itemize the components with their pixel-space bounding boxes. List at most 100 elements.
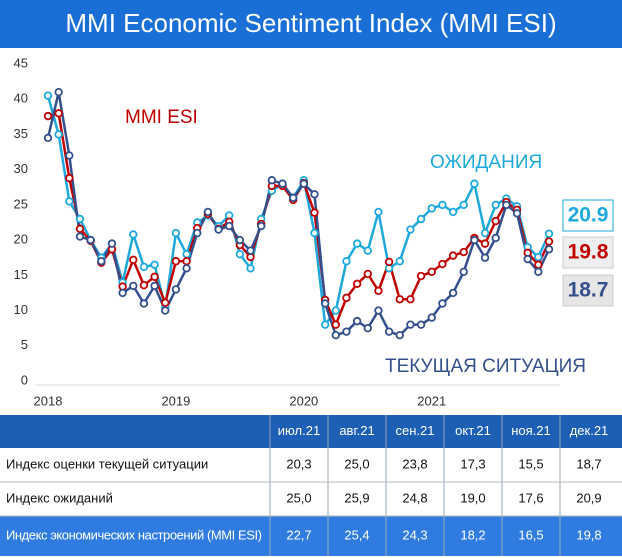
table-cell: 20,9 xyxy=(576,490,601,505)
point xyxy=(491,233,500,243)
point xyxy=(427,313,436,322)
point xyxy=(43,91,53,100)
table-cell: 25,0 xyxy=(286,490,311,505)
point xyxy=(342,257,351,266)
point xyxy=(54,130,63,139)
point xyxy=(342,293,351,303)
point xyxy=(363,246,372,255)
point xyxy=(406,225,415,234)
point xyxy=(512,209,522,218)
point xyxy=(470,179,479,188)
point xyxy=(310,190,319,199)
point xyxy=(438,200,447,210)
point xyxy=(342,327,351,336)
point xyxy=(150,272,159,281)
point xyxy=(54,109,63,118)
table-row-label: Индекс оценки текущей ситуации xyxy=(6,456,208,471)
point xyxy=(438,299,447,308)
point xyxy=(129,230,138,239)
point xyxy=(534,260,543,269)
point xyxy=(395,331,404,340)
title-bar xyxy=(0,0,622,48)
point xyxy=(374,207,383,217)
end-label: 20.9 xyxy=(568,204,609,227)
point xyxy=(416,214,426,224)
end-label: 18.7 xyxy=(568,279,609,302)
point xyxy=(459,247,468,257)
table-cell: 23,8 xyxy=(402,456,427,471)
table-cell: 18,2 xyxy=(460,527,485,542)
point xyxy=(544,245,554,254)
table-header-bg xyxy=(0,415,622,448)
y-tick-label: 0 xyxy=(21,372,28,387)
point xyxy=(246,246,255,255)
point xyxy=(310,208,319,217)
point xyxy=(427,267,436,277)
end-label-box xyxy=(562,236,614,269)
point xyxy=(54,87,63,97)
x-tick-label: 2018 xyxy=(34,393,63,408)
point xyxy=(235,235,245,245)
point xyxy=(480,253,490,262)
point xyxy=(331,306,341,315)
point xyxy=(448,251,458,260)
point xyxy=(97,257,106,266)
point xyxy=(235,249,245,259)
point xyxy=(395,257,404,266)
table-cell: 25,9 xyxy=(344,490,369,505)
chart-title: MMI Economic Sentiment Index (MMI ESI) xyxy=(65,8,556,38)
point xyxy=(448,207,458,217)
point xyxy=(267,176,277,185)
x-tick-label: 2020 xyxy=(289,393,318,408)
series-label: ОЖИДАНИЯ xyxy=(430,152,542,173)
point xyxy=(225,221,234,231)
point xyxy=(75,214,85,224)
y-tick-label: 25 xyxy=(14,196,28,211)
point xyxy=(374,286,383,296)
point xyxy=(43,133,53,143)
point xyxy=(395,295,404,304)
point xyxy=(139,299,149,308)
point xyxy=(246,264,255,273)
table-column-header: авг.21 xyxy=(339,423,374,438)
point xyxy=(86,235,95,245)
point xyxy=(491,216,500,226)
point xyxy=(139,262,149,272)
point xyxy=(193,228,202,238)
x-tick-label: 2019 xyxy=(161,393,190,408)
table-cell: 25,0 xyxy=(344,456,369,471)
point xyxy=(43,111,53,121)
point xyxy=(129,281,138,291)
point xyxy=(384,327,394,336)
table-column-header: окт.21 xyxy=(455,423,491,438)
point xyxy=(438,259,447,269)
table-column-header: сен.21 xyxy=(396,423,435,438)
point xyxy=(374,306,383,315)
y-tick-label: 15 xyxy=(14,267,28,282)
y-tick-label: 45 xyxy=(14,55,28,70)
point xyxy=(427,204,436,213)
table-highlight-bg xyxy=(0,516,622,556)
table-cell: 19,0 xyxy=(460,490,485,505)
table-cell: 19,8 xyxy=(576,527,601,542)
point xyxy=(363,269,372,279)
table-cell: 18,7 xyxy=(576,456,601,471)
point xyxy=(491,200,500,210)
end-label-box xyxy=(562,199,614,232)
point xyxy=(470,235,479,245)
point xyxy=(331,331,341,340)
point xyxy=(544,237,554,246)
table-column-header: июл.21 xyxy=(278,423,320,438)
point xyxy=(150,260,159,269)
point xyxy=(363,323,372,333)
point xyxy=(480,228,490,238)
point xyxy=(161,298,170,308)
point xyxy=(459,267,468,277)
point xyxy=(150,281,159,291)
point xyxy=(65,151,74,160)
point xyxy=(65,197,74,206)
point xyxy=(118,288,127,298)
table-cell: 17,6 xyxy=(518,490,543,505)
point xyxy=(203,207,213,217)
